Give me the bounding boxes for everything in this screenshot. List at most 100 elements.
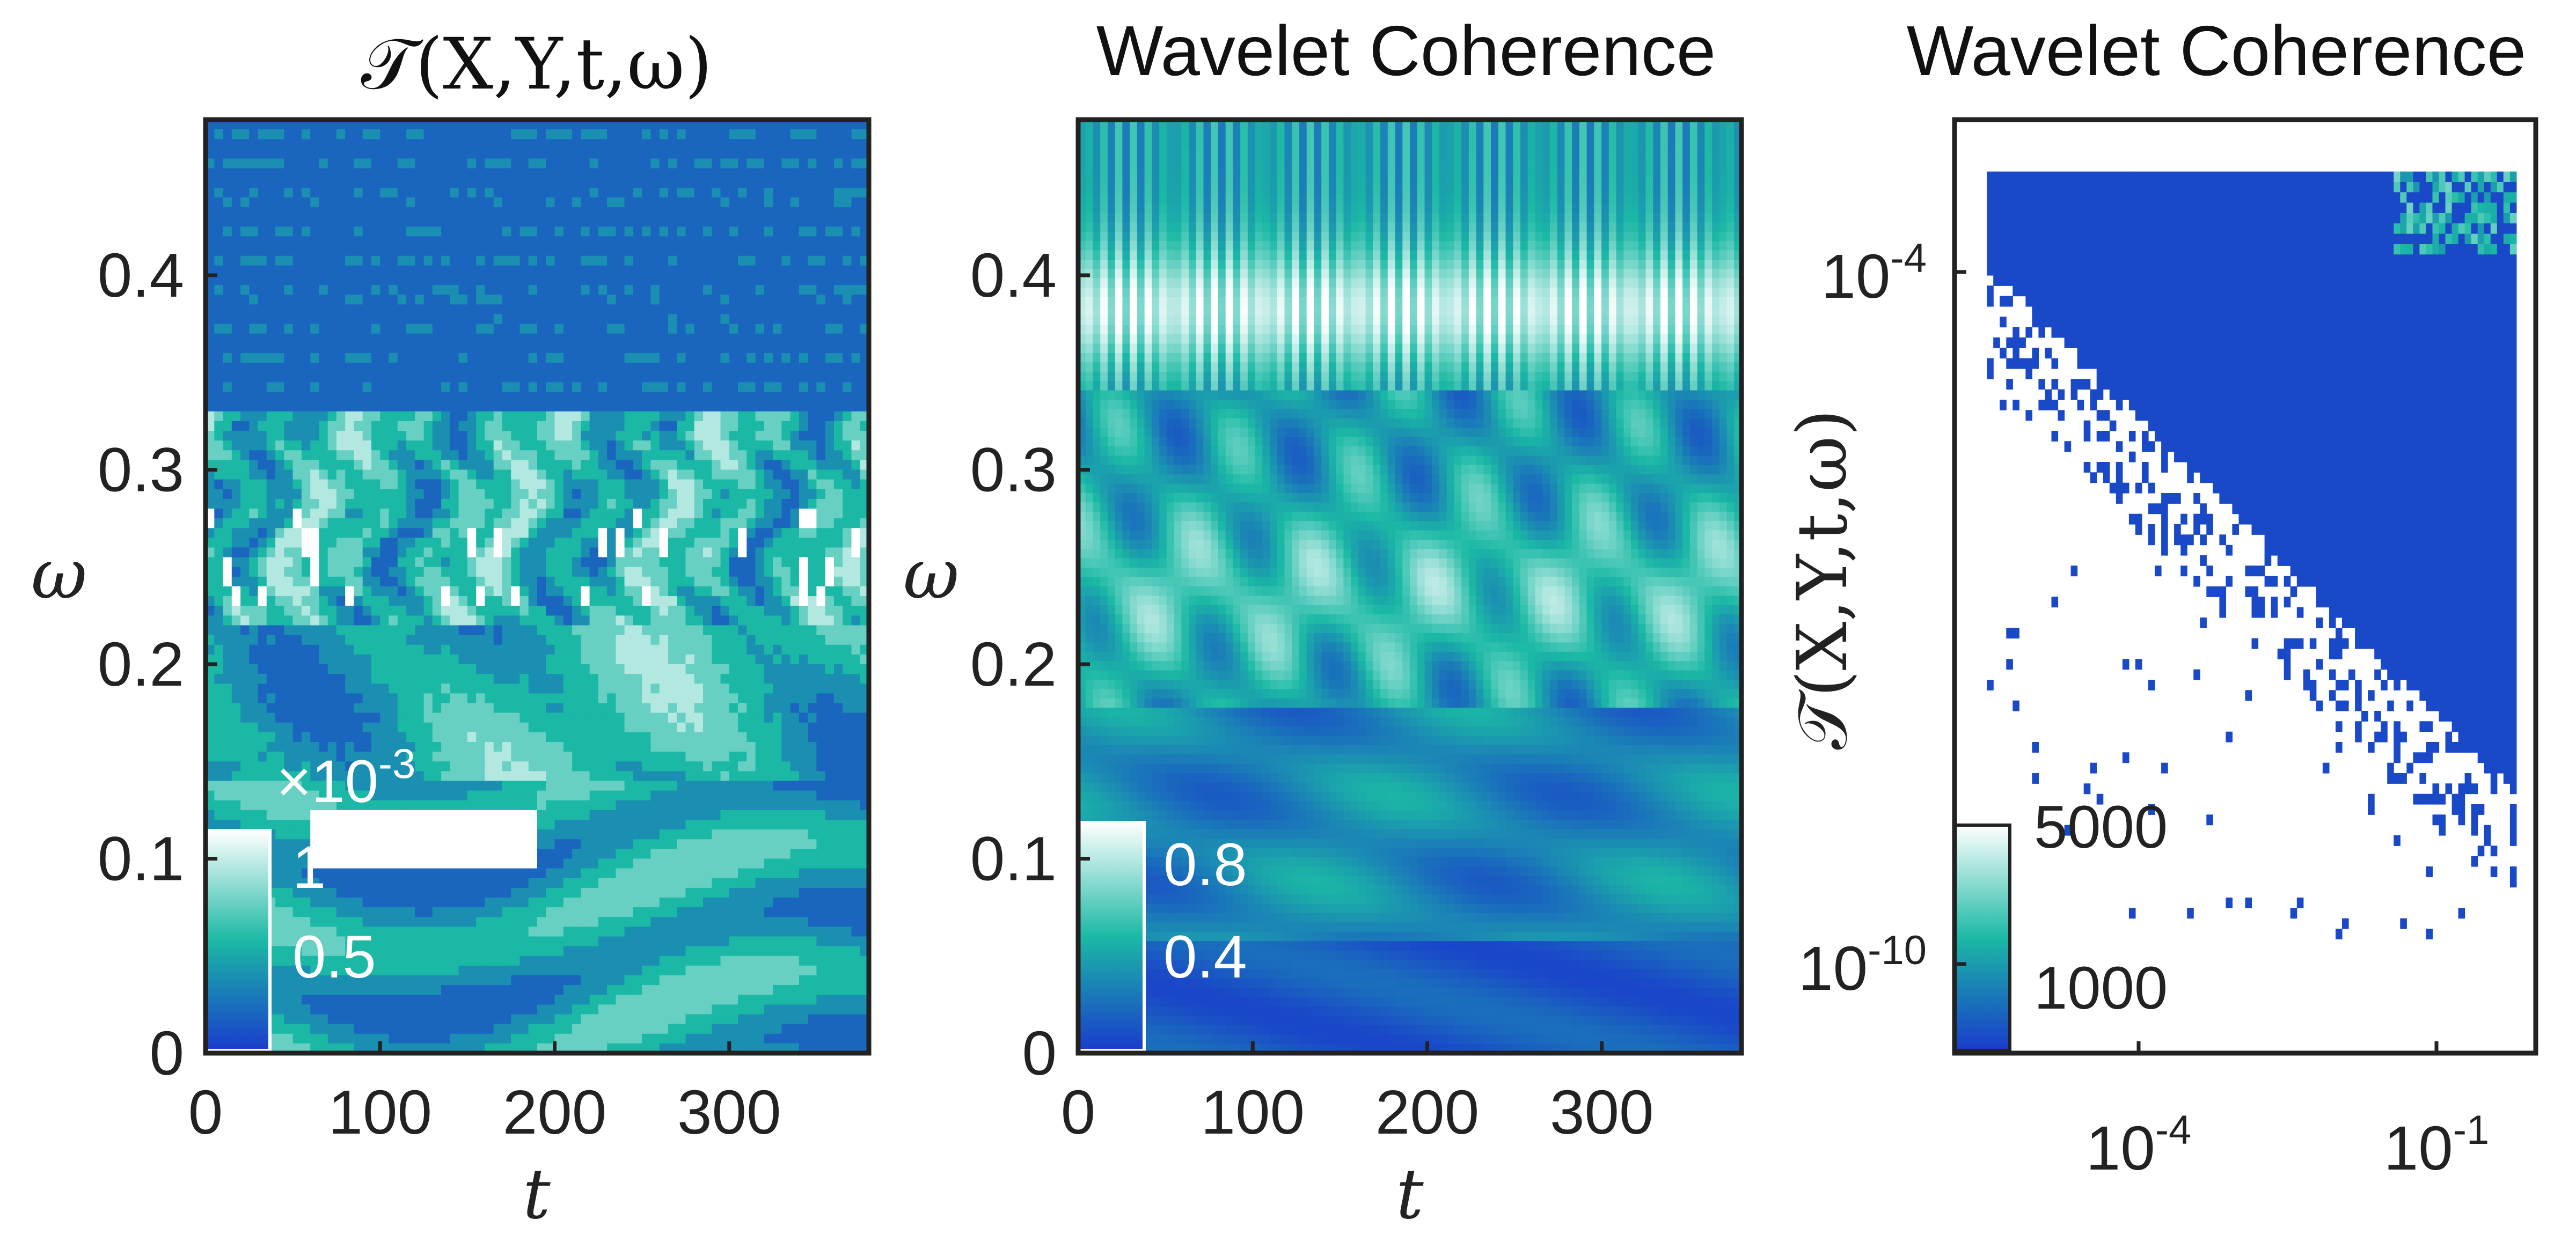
heatmap-cell	[258, 392, 267, 402]
heatmap-cell	[458, 625, 468, 636]
heatmap-cell	[581, 324, 590, 334]
heatmap-cell	[284, 654, 294, 665]
heatmap-cell	[808, 197, 817, 208]
heatmap-cell	[423, 168, 433, 179]
heatmap-cell	[607, 285, 617, 296]
heatmap-cell	[616, 567, 625, 577]
heatmap-cell	[624, 498, 634, 509]
heatmap-cell	[467, 411, 477, 422]
heatmap-cell	[816, 538, 826, 548]
heatmap-cell	[240, 304, 250, 315]
heatmap-cell	[327, 129, 337, 140]
heatmap-cell	[642, 120, 652, 130]
heatmap-cell	[624, 440, 634, 451]
heatmap-cell	[223, 168, 232, 179]
heatmap-cell	[493, 498, 503, 509]
heatmap-cell	[354, 401, 363, 412]
heatmap-cell	[371, 742, 381, 753]
heatmap-cell	[502, 129, 512, 140]
heatmap-cell	[380, 450, 390, 461]
heatmap-cell	[223, 372, 232, 383]
heatmap-cell	[799, 538, 809, 548]
heatmap-cell	[458, 489, 468, 499]
heatmap-cell	[685, 712, 695, 723]
heatmap-cell	[319, 625, 328, 636]
heatmap-cell	[799, 509, 809, 519]
heatmap-cell	[843, 703, 852, 714]
heatmap-cell	[703, 275, 713, 286]
heatmap-cell	[371, 295, 381, 305]
heatmap-cell	[354, 343, 363, 354]
heatmap-cell	[738, 304, 748, 315]
heatmap-cell	[712, 139, 721, 150]
heatmap-cell	[389, 596, 398, 607]
heatmap-cell	[249, 498, 259, 509]
heatmap-cell	[808, 168, 817, 179]
heatmap-cell	[554, 722, 564, 733]
heatmap-cell	[467, 615, 477, 626]
heatmap-cell	[616, 285, 625, 296]
heatmap-cell	[537, 333, 547, 344]
heatmap-cell	[476, 644, 486, 655]
heatmap-cell	[511, 295, 521, 305]
heatmap-cell	[423, 158, 433, 169]
heatmap-cell	[258, 382, 267, 393]
heatmap-cell	[423, 567, 433, 577]
heatmap-cell	[319, 304, 328, 315]
heatmap-cell	[554, 606, 564, 616]
heatmap-cell	[851, 178, 861, 188]
heatmap-cell	[345, 265, 355, 276]
heatmap-cell	[327, 275, 337, 286]
heatmap-cell	[607, 596, 617, 607]
heatmap-cell	[511, 129, 521, 140]
heatmap-cell	[650, 712, 660, 723]
heatmap-cell	[843, 324, 852, 334]
heatmap-cell	[336, 187, 346, 198]
heatmap-cell	[432, 635, 442, 645]
heatmap-cell	[502, 431, 512, 442]
heatmap-cell	[292, 158, 302, 169]
heatmap-cell	[799, 411, 809, 422]
heatmap-cell	[773, 498, 782, 509]
heatmap-cell	[223, 742, 232, 753]
heatmap-cell	[284, 576, 294, 587]
heatmap-cell	[816, 285, 826, 296]
heatmap-cell	[354, 265, 363, 276]
heatmap-cell	[292, 353, 302, 364]
heatmap-cell	[642, 217, 652, 227]
heatmap-cell	[598, 217, 608, 227]
heatmap-cell	[755, 703, 765, 714]
heatmap-cell	[685, 732, 695, 743]
heatmap-cell	[607, 197, 617, 208]
heatmap-cell	[292, 363, 302, 373]
heatmap-cell	[755, 722, 765, 733]
heatmap-cell	[493, 363, 503, 373]
heatmap-cell	[825, 674, 835, 685]
heatmap-cell	[301, 538, 311, 548]
heatmap-cell	[441, 353, 451, 364]
heatmap-cell	[642, 693, 652, 704]
heatmap-cell	[450, 265, 459, 276]
heatmap-cell	[301, 742, 311, 753]
heatmap-cell	[668, 314, 678, 325]
heatmap-cell	[712, 518, 721, 529]
heatmap-cell	[389, 401, 398, 412]
heatmap-cell	[764, 450, 774, 461]
heatmap-cell	[642, 353, 652, 364]
heatmap-cell	[336, 742, 346, 753]
heatmap-cell	[415, 742, 425, 753]
heatmap-cell	[773, 450, 782, 461]
heatmap-cell	[336, 712, 346, 723]
heatmap-cell	[581, 178, 590, 188]
heatmap-cell	[720, 265, 730, 276]
heatmap-cell	[223, 431, 232, 442]
heatmap-cell	[275, 450, 285, 461]
heatmap-cell	[563, 324, 573, 334]
heatmap-cell	[833, 606, 844, 616]
heatmap-cell	[423, 324, 433, 334]
heatmap-cell	[362, 178, 372, 188]
heatmap-cell	[415, 469, 425, 480]
heatmap-cell	[485, 586, 494, 597]
heatmap-cell	[650, 139, 660, 150]
heatmap-cell	[310, 615, 320, 626]
